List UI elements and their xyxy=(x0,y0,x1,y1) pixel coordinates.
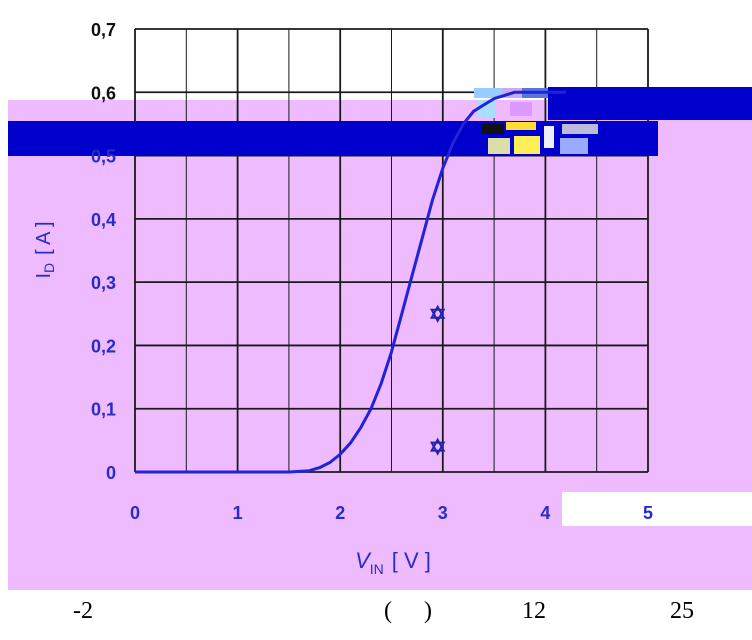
series-line xyxy=(135,90,566,474)
y-tick-label: 0,2 xyxy=(91,336,116,356)
x-tick-label: 0 xyxy=(130,503,140,523)
right-strip xyxy=(655,100,752,495)
caption-item: ) xyxy=(424,598,432,624)
bottom-right-white xyxy=(562,492,752,526)
y-axis-label-main: I xyxy=(33,273,55,279)
caption-item: 12 xyxy=(522,598,546,624)
x-tick-label: 2 xyxy=(335,503,345,523)
x-tick-label: 4 xyxy=(540,503,550,523)
x-axis-label-sub: IN xyxy=(370,561,384,577)
markers xyxy=(429,304,446,456)
upper-background xyxy=(0,0,752,100)
overlay-block xyxy=(548,87,752,120)
y-axis-label-sub: D xyxy=(41,263,57,273)
y-tick-label: 0,6 xyxy=(91,83,116,103)
x-axis-label: VIN [ V ] xyxy=(355,548,431,577)
y-axis-label: ID [ A ] xyxy=(33,221,57,278)
y-tick-label: 0,7 xyxy=(91,20,116,40)
x-axis-label-unit: [ V ] xyxy=(392,548,431,573)
caption-item: ( xyxy=(384,598,392,624)
caption-item: 25 xyxy=(670,598,694,624)
x-tick-labels: 0 1 2 3 4 5 xyxy=(130,503,653,523)
y-tick-label: 0 xyxy=(106,463,116,483)
x-tick-label: 5 xyxy=(643,503,653,523)
y-tick-labels: 0 0,1 0,2 0,3 0,4 0,5 0,6 0,7 xyxy=(91,20,116,483)
marker xyxy=(429,304,446,323)
y-tick-label: 0,3 xyxy=(91,273,116,293)
caption-item: -2 xyxy=(73,598,93,624)
x-tick-label: 3 xyxy=(438,503,448,523)
y-axis-label-unit: [ A ] xyxy=(33,221,55,254)
x-axis-label-main: V xyxy=(355,548,372,573)
x-tick-label: 1 xyxy=(233,503,243,523)
marker xyxy=(429,437,446,456)
y-tick-label: 0,5 xyxy=(91,147,116,167)
y-tick-label: 0,1 xyxy=(91,400,116,420)
y-tick-label: 0,4 xyxy=(91,210,116,230)
